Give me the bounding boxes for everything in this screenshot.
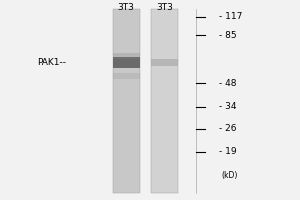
Bar — [113, 57, 140, 68]
Bar — [113, 73, 140, 79]
Text: - 117: - 117 — [219, 12, 242, 21]
Text: - 85: - 85 — [219, 31, 236, 40]
Text: PAK1--: PAK1-- — [38, 58, 66, 67]
Bar — [113, 9, 140, 193]
Bar — [152, 9, 178, 193]
Text: 3T3: 3T3 — [157, 3, 173, 12]
Text: (kD): (kD) — [222, 171, 238, 180]
Bar — [113, 53, 140, 59]
Text: - 34: - 34 — [219, 102, 236, 111]
Bar — [152, 59, 178, 66]
Text: - 26: - 26 — [219, 124, 236, 133]
Text: - 48: - 48 — [219, 79, 236, 88]
Text: - 19: - 19 — [219, 147, 236, 156]
Text: 3T3: 3T3 — [118, 3, 134, 12]
